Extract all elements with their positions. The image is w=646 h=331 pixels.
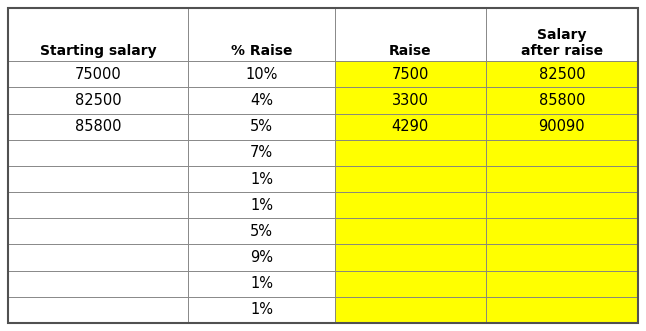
Text: 5%: 5% <box>250 224 273 239</box>
Text: Raise: Raise <box>389 44 432 58</box>
Bar <box>8 192 189 218</box>
Bar <box>335 61 486 87</box>
Bar <box>486 140 638 166</box>
Text: 7500: 7500 <box>391 67 429 82</box>
Bar <box>486 245 638 271</box>
Text: 1%: 1% <box>250 198 273 213</box>
Bar <box>335 114 486 140</box>
Bar <box>335 192 486 218</box>
Text: 4290: 4290 <box>391 119 429 134</box>
Text: Starting salary: Starting salary <box>40 44 156 58</box>
Bar <box>335 87 486 114</box>
Text: 3300: 3300 <box>391 93 429 108</box>
Bar <box>8 87 189 114</box>
Bar <box>486 192 638 218</box>
Text: Salary
after raise: Salary after raise <box>521 28 603 58</box>
Bar <box>189 271 335 297</box>
Text: 9%: 9% <box>250 250 273 265</box>
Bar <box>8 8 189 61</box>
Text: 5%: 5% <box>250 119 273 134</box>
Text: 82500: 82500 <box>75 93 121 108</box>
Bar <box>8 114 189 140</box>
Bar <box>335 297 486 323</box>
Bar <box>189 140 335 166</box>
Text: 90090: 90090 <box>539 119 585 134</box>
Bar <box>486 87 638 114</box>
Bar <box>8 218 189 245</box>
Bar <box>189 192 335 218</box>
Text: 7%: 7% <box>250 145 273 161</box>
Bar <box>486 218 638 245</box>
Bar <box>486 8 638 61</box>
Text: 85800: 85800 <box>539 93 585 108</box>
Bar <box>189 297 335 323</box>
Bar <box>335 140 486 166</box>
Bar <box>8 297 189 323</box>
Text: 4%: 4% <box>250 93 273 108</box>
Bar <box>335 166 486 192</box>
Bar <box>8 166 189 192</box>
Bar <box>486 61 638 87</box>
Bar <box>486 166 638 192</box>
Text: 10%: 10% <box>245 67 278 82</box>
Bar <box>486 114 638 140</box>
Text: 1%: 1% <box>250 303 273 317</box>
Bar <box>8 61 189 87</box>
Bar <box>486 271 638 297</box>
Text: % Raise: % Raise <box>231 44 292 58</box>
Bar <box>189 61 335 87</box>
Bar <box>189 114 335 140</box>
Bar <box>335 8 486 61</box>
Bar <box>189 87 335 114</box>
Bar <box>335 245 486 271</box>
Bar <box>8 140 189 166</box>
Text: 1%: 1% <box>250 276 273 291</box>
Bar <box>8 245 189 271</box>
Bar <box>189 8 335 61</box>
Text: 82500: 82500 <box>539 67 585 82</box>
Bar <box>189 245 335 271</box>
Bar <box>486 297 638 323</box>
Bar <box>189 166 335 192</box>
Bar <box>335 271 486 297</box>
Bar <box>189 218 335 245</box>
Bar <box>8 271 189 297</box>
Bar <box>335 218 486 245</box>
Text: 85800: 85800 <box>75 119 121 134</box>
Text: 1%: 1% <box>250 171 273 187</box>
Text: 75000: 75000 <box>75 67 121 82</box>
